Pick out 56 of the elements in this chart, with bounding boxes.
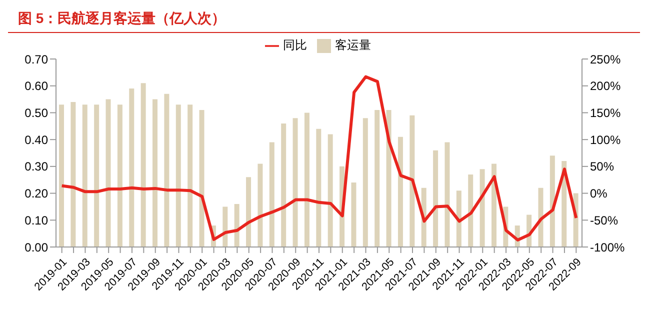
y2-tick-label: 250% [590, 52, 622, 66]
y-tick-label: 0.70 [24, 52, 48, 66]
bar [351, 182, 356, 247]
bar [304, 112, 310, 247]
bar [433, 150, 438, 247]
bar [234, 204, 240, 247]
chart-title: 图 5：民航逐月客运量（亿人次） [8, 8, 640, 33]
bar [129, 88, 134, 247]
y-tick-label: 0.20 [24, 186, 48, 201]
bar [117, 104, 122, 247]
y-tick-label: 0.60 [24, 79, 48, 94]
legend-label: 同比 [283, 38, 307, 52]
y-tick-label: 0.10 [24, 213, 48, 228]
bar [444, 142, 450, 247]
bar [292, 118, 298, 247]
y2-tick-label: 0% [590, 186, 608, 201]
bar [328, 134, 333, 247]
y-tick-label: 0.40 [24, 132, 48, 147]
legend-label: 客运量 [335, 38, 371, 52]
y2-tick-label: 200% [590, 79, 622, 94]
y2-tick-label: 150% [590, 106, 622, 120]
bar [164, 94, 170, 247]
line-series [60, 75, 578, 242]
bar [222, 206, 228, 247]
bar [152, 99, 158, 247]
bar [59, 104, 64, 247]
y2-tick-label: 100% [590, 132, 622, 147]
bar [140, 83, 146, 247]
bar [374, 110, 380, 247]
bar [468, 174, 474, 247]
bar [316, 128, 322, 247]
y2-tick-label: 50% [590, 160, 614, 174]
y2-tick-label: -50% [590, 213, 618, 228]
bar [258, 164, 263, 247]
bar [82, 104, 88, 247]
bar [398, 136, 403, 247]
y-tick-label: 0.30 [24, 160, 48, 174]
bar [386, 110, 392, 247]
bar [456, 190, 462, 247]
bar [199, 110, 204, 247]
bar [410, 115, 415, 247]
bar [538, 188, 544, 247]
bar [70, 102, 76, 247]
y2-tick-label: -100% [590, 240, 626, 254]
y-tick-label: 0.50 [24, 106, 48, 120]
bar [188, 104, 193, 247]
y-tick-label: 0.00 [24, 240, 48, 254]
bar [480, 169, 485, 247]
bar [269, 142, 274, 247]
bar [106, 99, 111, 247]
bar [94, 104, 100, 247]
bar [281, 123, 286, 247]
bar [176, 104, 181, 247]
bar [246, 177, 252, 247]
bar [550, 156, 555, 247]
bar [362, 118, 368, 247]
